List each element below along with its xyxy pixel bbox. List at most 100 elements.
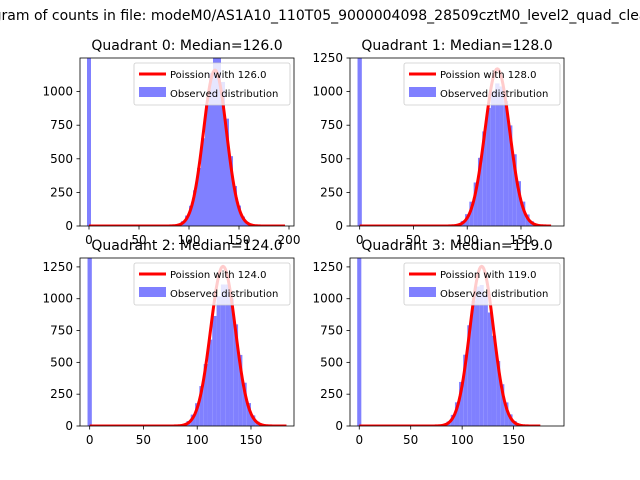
x-tick-label: 100 xyxy=(451,433,474,447)
y-tick-label: 500 xyxy=(320,355,343,369)
y-tick-label: 1250 xyxy=(42,260,73,274)
histogram-bar xyxy=(469,201,474,226)
quadrant-1-plot-area xyxy=(357,58,552,226)
histogram-bar xyxy=(504,402,509,426)
histogram-bar xyxy=(216,296,221,426)
x-tick-label: 50 xyxy=(136,433,151,447)
histogram-bar xyxy=(496,360,501,426)
histogram-bar xyxy=(229,298,234,426)
x-tick-label: 100 xyxy=(456,233,479,247)
legend-bar-swatch xyxy=(409,87,436,97)
histogram-bar xyxy=(477,157,483,226)
x-tick-label: 50 xyxy=(131,233,146,247)
histogram-bar xyxy=(207,339,213,426)
legend-label-poisson: Poission with 124.0 xyxy=(170,270,266,281)
quadrant-3-plot-area xyxy=(357,258,541,426)
y-tick-label: 1250 xyxy=(312,260,343,274)
y-tick-label: 0 xyxy=(65,419,73,433)
histogram-bar xyxy=(225,284,230,426)
quadrant-1-panel: 0 50 100 150 0 250 500 750 1000 1250 Quadrant 1: M… xyxy=(312,38,565,247)
chart-title: Quadrant 0: Median=126.0 xyxy=(91,38,282,54)
y-tick-label: 1000 xyxy=(312,292,343,306)
histogram-bar xyxy=(199,386,204,426)
quadrant-0-plot-area xyxy=(87,58,286,226)
histogram-bar xyxy=(197,167,201,226)
poisson-line xyxy=(358,264,541,426)
y-tick-label: 750 xyxy=(320,118,343,132)
histogram-bar xyxy=(205,104,209,226)
y-tick-label: 0 xyxy=(335,419,343,433)
x-tick-label: 150 xyxy=(228,233,251,247)
x-tick-label: 0 xyxy=(85,233,93,247)
y-tick-label: 250 xyxy=(50,387,73,401)
histogram-bar xyxy=(500,384,505,426)
x-tick-label: 50 xyxy=(403,433,418,447)
axes-frame xyxy=(349,57,565,227)
histogram-bar xyxy=(357,258,362,426)
histogram-bar xyxy=(237,205,241,226)
y-tick-label: 0 xyxy=(335,219,343,233)
histogram-bar xyxy=(483,294,488,426)
histogram-bar xyxy=(495,83,500,226)
histogram-bar xyxy=(203,364,208,426)
histogram-bar xyxy=(233,324,239,426)
legend-bar-swatch xyxy=(139,87,166,97)
x-tick-label: 0 xyxy=(356,233,364,247)
histogram-bar xyxy=(454,402,460,426)
axes-frame xyxy=(349,257,565,427)
histogram-bar xyxy=(87,58,91,226)
histogram-bar xyxy=(238,354,243,426)
legend-box xyxy=(133,262,291,306)
y-tick-label: 1000 xyxy=(312,85,343,99)
y-tick-label: 750 xyxy=(50,324,73,338)
histogram-bar xyxy=(520,201,526,226)
quadrant-0-panel: 0 50 100 150 200 0 250 500 750 1000 Quadrant 0: Me… xyxy=(42,38,300,247)
histogram-bar xyxy=(225,118,229,226)
histogram-bar xyxy=(508,125,513,226)
chart-title: Quadrant 3: Median=119.0 xyxy=(361,238,552,254)
legend-label-observed: Observed distribution xyxy=(440,289,548,300)
legend-box xyxy=(403,262,561,306)
legend-label-poisson: Poission with 128.0 xyxy=(440,70,536,81)
histogram-bar xyxy=(512,154,517,226)
axes-frame xyxy=(79,257,295,427)
legend-box xyxy=(133,62,291,106)
histogram-bar xyxy=(516,181,521,226)
histogram-bar xyxy=(242,382,247,426)
legend-label-poisson: Poission with 119.0 xyxy=(440,270,536,281)
histogram-bar xyxy=(487,312,492,426)
histogram-bar xyxy=(250,415,256,426)
histogram-bar xyxy=(479,285,484,426)
y-tick-label: 0 xyxy=(65,219,73,233)
legend-bar-swatch xyxy=(409,287,436,297)
histogram-bar xyxy=(217,58,221,226)
histogram-bar xyxy=(87,258,92,426)
y-tick-label: 1250 xyxy=(312,51,343,65)
histogram-bar xyxy=(212,315,217,426)
y-tick-label: 500 xyxy=(320,152,343,166)
poisson-line xyxy=(359,67,552,226)
y-tick-label: 250 xyxy=(320,185,343,199)
histogram-bar xyxy=(467,325,472,426)
histogram-bar xyxy=(357,58,362,226)
histogram-bar xyxy=(471,300,476,426)
y-tick-label: 1000 xyxy=(42,292,73,306)
y-tick-label: 750 xyxy=(50,118,73,132)
legend-label-poisson: Poission with 126.0 xyxy=(170,70,266,81)
y-tick-label: 250 xyxy=(50,185,73,199)
histogram-bar xyxy=(209,73,213,226)
histogram-bar xyxy=(459,381,464,426)
quadrant-2-panel: 0 50 100 150 0 250 500 750 1000 1250 Quadrant 2: M… xyxy=(42,238,295,447)
x-tick-label: 200 xyxy=(278,233,301,247)
histogram-bar xyxy=(195,403,200,426)
histogram-bar xyxy=(463,354,468,426)
y-tick-label: 250 xyxy=(320,387,343,401)
y-tick-label: 750 xyxy=(320,324,343,338)
histogram-bar xyxy=(246,403,251,426)
poisson-line xyxy=(89,264,287,426)
legend-label-observed: Observed distribution xyxy=(170,289,278,300)
histogram-bar xyxy=(201,138,205,226)
histogram-bar xyxy=(491,335,497,426)
histogram-bar xyxy=(473,182,478,226)
